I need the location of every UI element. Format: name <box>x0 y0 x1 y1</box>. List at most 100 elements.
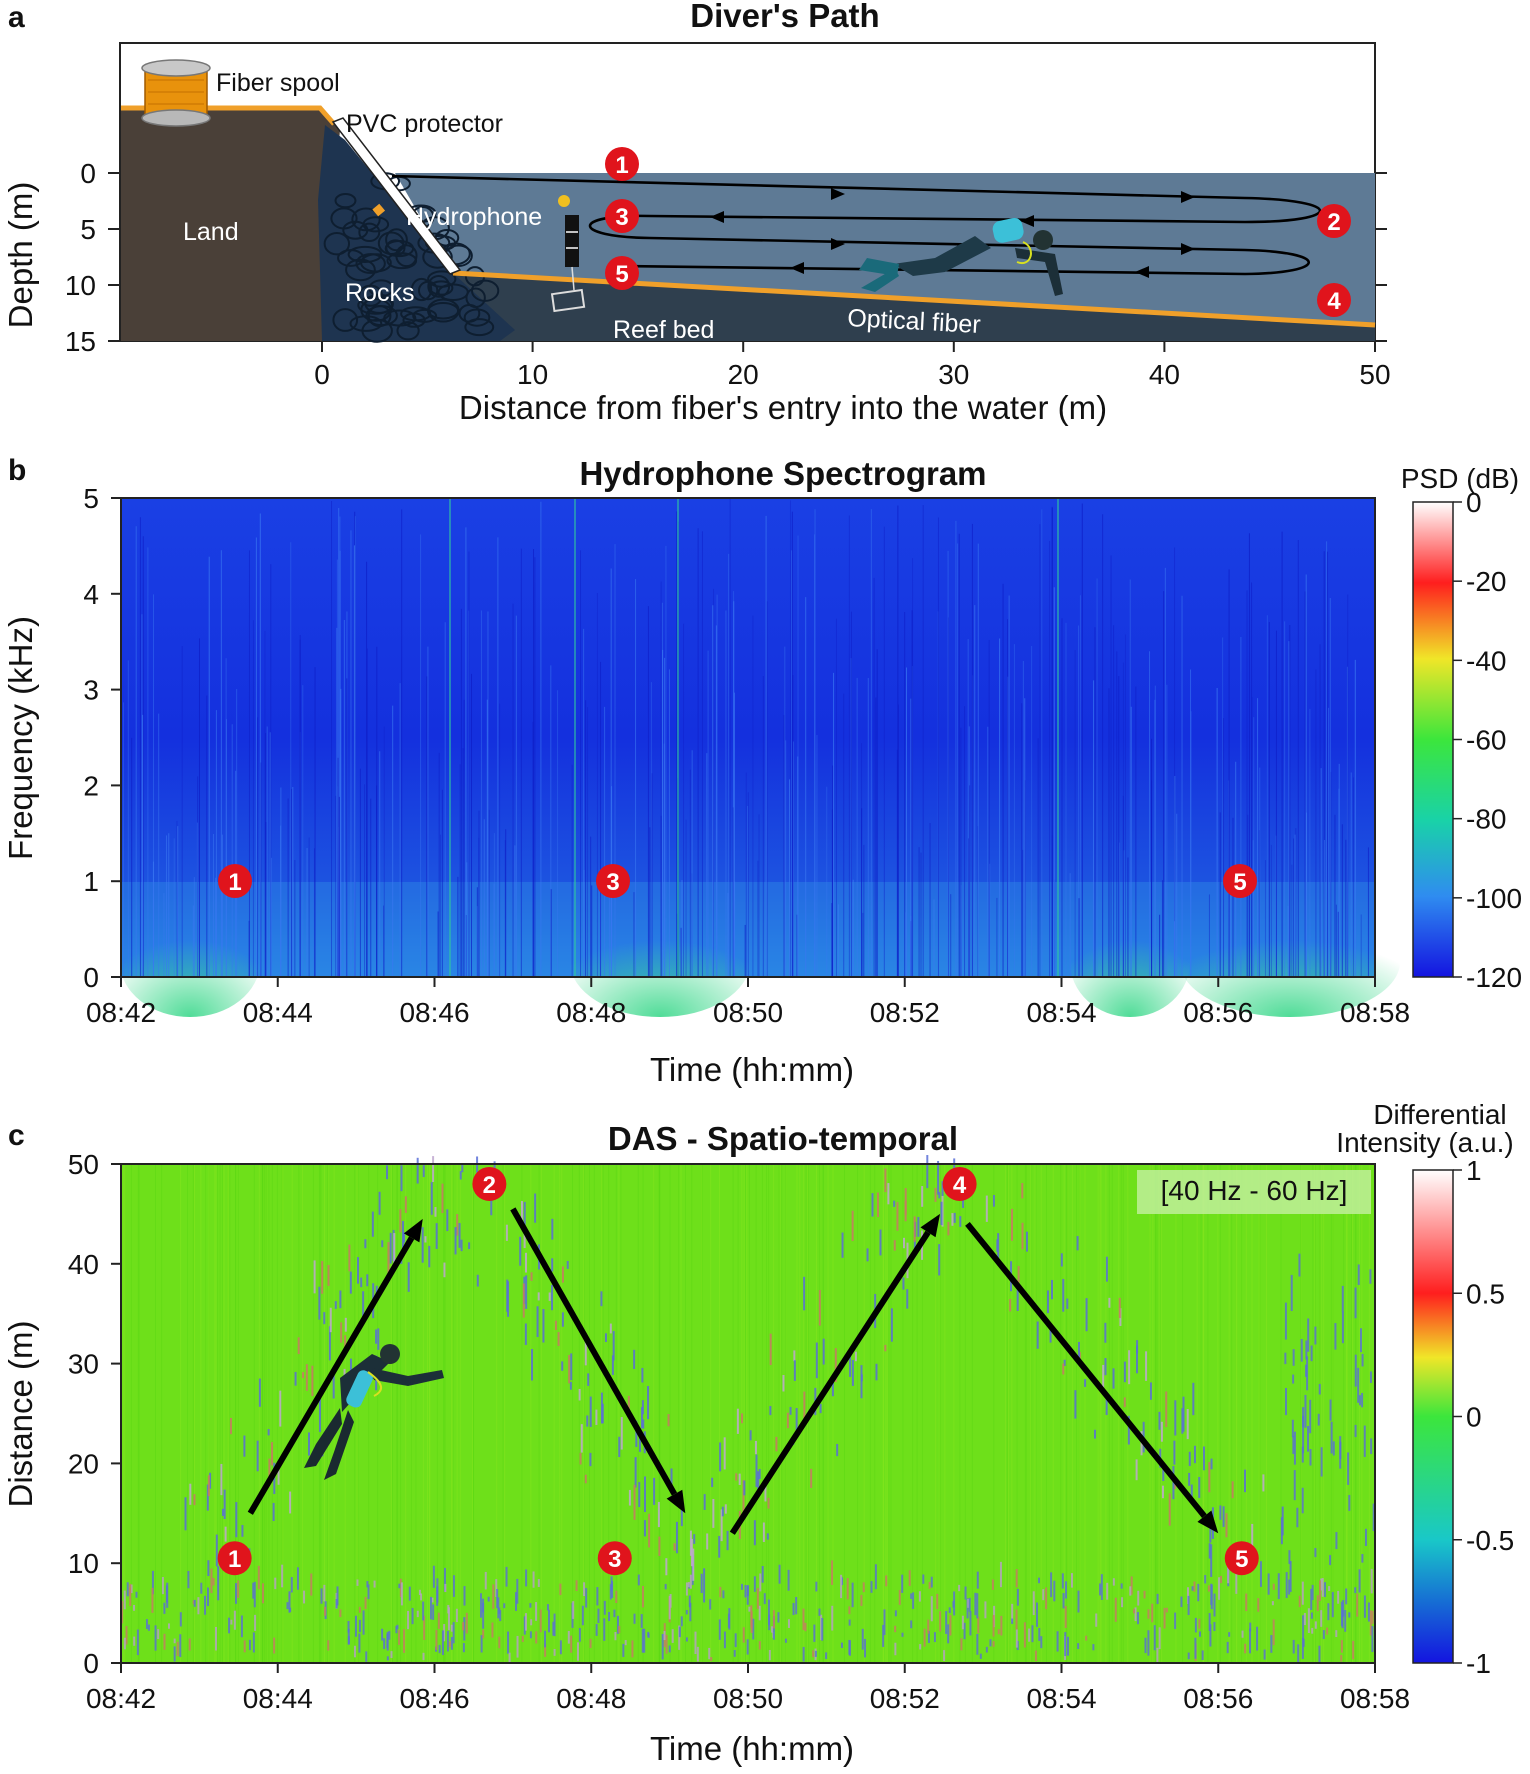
band-label-box <box>1137 1170 1371 1214</box>
c-xtick-label: 08:54 <box>1026 1683 1096 1714</box>
marker-c-dot <box>942 1166 977 1201</box>
marker-c-3: 3 <box>597 1541 632 1576</box>
spec-energy-blob <box>120 907 260 1017</box>
b-ytick-label: 4 <box>83 579 99 610</box>
b-xtick-label: 08:58 <box>1340 997 1410 1028</box>
svg-text:3: 3 <box>615 204 628 231</box>
c-xtick-label: 08:50 <box>713 1683 783 1714</box>
label-optical-fiber: Optical fiber <box>847 304 982 339</box>
a-ytick-label: 10 <box>65 270 96 301</box>
das-arrowhead-2 <box>666 1489 686 1514</box>
a-xtick-label: 30 <box>938 359 969 390</box>
rock-pebble <box>351 207 381 232</box>
panel-a-title: Diver's Path <box>690 0 879 34</box>
marker-c-text: 5 <box>1235 1546 1248 1573</box>
svg-text:3: 3 <box>606 869 619 896</box>
b-xtick-label: 08:54 <box>1026 997 1096 1028</box>
b-xtick-label: 08:56 <box>1183 997 1253 1028</box>
das-tick-label: 1 <box>1466 1155 1482 1186</box>
svg-text:2: 2 <box>1327 209 1340 236</box>
svg-text:1: 1 <box>228 869 241 896</box>
marker-c-dot <box>1224 1541 1259 1576</box>
rock-pebble <box>429 280 454 296</box>
a-ytick-label: 5 <box>80 214 96 245</box>
das-arrowhead-4 <box>1197 1510 1219 1534</box>
rock-pebble <box>360 298 392 322</box>
psd-colorbar-ticks: 0 -20 -40 -60 -80 -100 -120 <box>1453 487 1522 993</box>
b-xtick-label: 08:44 <box>243 997 313 1028</box>
marker-c-dot <box>217 1541 252 1576</box>
rock-pebble <box>323 232 351 256</box>
rock-pebble <box>345 258 376 282</box>
das-arrow-3 <box>729 1230 931 1535</box>
marker-c-text: 4 <box>953 1172 967 1199</box>
reef-bed <box>322 273 1375 341</box>
hydrophone <box>550 195 586 313</box>
das-markers: 1 2 3 4 5 <box>217 1166 1259 1576</box>
marker-a-3: 3 <box>605 199 639 233</box>
panel-b: b Hydrophone Spectrogram 1 3 5 08:42 08:4… <box>2 454 1522 1088</box>
panel-a: a Diver's Path <box>2 0 1391 426</box>
das-tick-label: 0.5 <box>1466 1278 1505 1309</box>
panel-a-ylabel: Depth (m) <box>2 182 39 329</box>
marker-a-5: 5 <box>605 256 639 290</box>
c-xtick-label: 08:58 <box>1340 1683 1410 1714</box>
psd-tick-label: -20 <box>1466 566 1506 597</box>
b-xtick-label: 08:46 <box>399 997 469 1028</box>
svg-text:5: 5 <box>1233 869 1246 896</box>
rock-pebble <box>384 239 415 258</box>
c-xtick-label: 08:46 <box>399 1683 469 1714</box>
diver-illustration-das <box>304 1344 444 1480</box>
panel-c-title: DAS - Spatio-temporal <box>608 1120 958 1157</box>
psd-colorbar-title: PSD (dB) <box>1401 463 1519 494</box>
das-arrowhead-1 <box>403 1218 423 1243</box>
psd-tick-label: -80 <box>1466 804 1506 835</box>
fiber-seabed <box>452 270 1376 328</box>
psd-tick-label: -40 <box>1466 645 1506 676</box>
rock-pebble <box>337 249 365 267</box>
label-fiber-spool: Fiber spool <box>216 69 340 97</box>
c-ytick-label: 20 <box>68 1448 99 1479</box>
svg-text:5: 5 <box>615 261 628 288</box>
diver-illustration <box>859 217 1063 296</box>
rock-pebble <box>332 308 359 332</box>
b-ytick-label: 0 <box>83 962 99 993</box>
psd-colorbar <box>1412 501 1454 978</box>
marker-c-text: 2 <box>483 1172 496 1199</box>
panel-b-axes: 08:42 08:44 08:46 08:48 08:50 08:52 08:54 08:56… <box>83 483 1410 1028</box>
marker-c-5: 5 <box>1224 1541 1259 1576</box>
panel-b-xlabel: Time (hh:mm) <box>650 1051 854 1088</box>
fiber-spool <box>141 59 211 127</box>
c-ytick-label: 10 <box>68 1548 99 1579</box>
label-reef-bed: Reef bed <box>613 316 714 344</box>
panel-a-label: a <box>8 1 25 34</box>
panel-c-label: c <box>8 1119 25 1152</box>
psd-tick-label: -60 <box>1466 725 1506 756</box>
rock-pebble <box>358 222 381 243</box>
spec-energy-blob <box>570 907 750 1017</box>
rock-pebble <box>402 312 426 328</box>
c-ytick-label: 50 <box>68 1149 99 1180</box>
diver-path-arrows <box>710 188 1195 278</box>
das-arrows <box>247 1207 1219 1535</box>
panel-c-ylabel: Distance (m) <box>2 1320 39 1507</box>
rock-pebble <box>463 308 491 327</box>
marker-c-text: 3 <box>608 1546 621 1573</box>
c-ytick-label: 0 <box>83 1648 99 1679</box>
marker-b-5: 5 <box>1223 864 1257 898</box>
a-ytick-label: 0 <box>80 158 96 189</box>
a-xtick-label: 20 <box>728 359 759 390</box>
b-ytick-label: 1 <box>83 866 99 897</box>
pvc-joint <box>372 203 386 217</box>
rock-pebble <box>464 318 495 337</box>
panel-a-xlabel: Distance from fiber's entry into the wat… <box>459 389 1107 426</box>
label-hydrophone: Hydrophone <box>406 203 542 231</box>
das-tick-label: -1 <box>1466 1648 1491 1679</box>
c-ytick-label: 30 <box>68 1349 99 1380</box>
diver-path <box>391 174 1321 276</box>
das-arrowhead-3 <box>920 1213 941 1238</box>
pvc-protector <box>331 117 462 275</box>
c-xtick-label: 08:56 <box>1183 1683 1253 1714</box>
rock-pebble <box>385 228 408 252</box>
